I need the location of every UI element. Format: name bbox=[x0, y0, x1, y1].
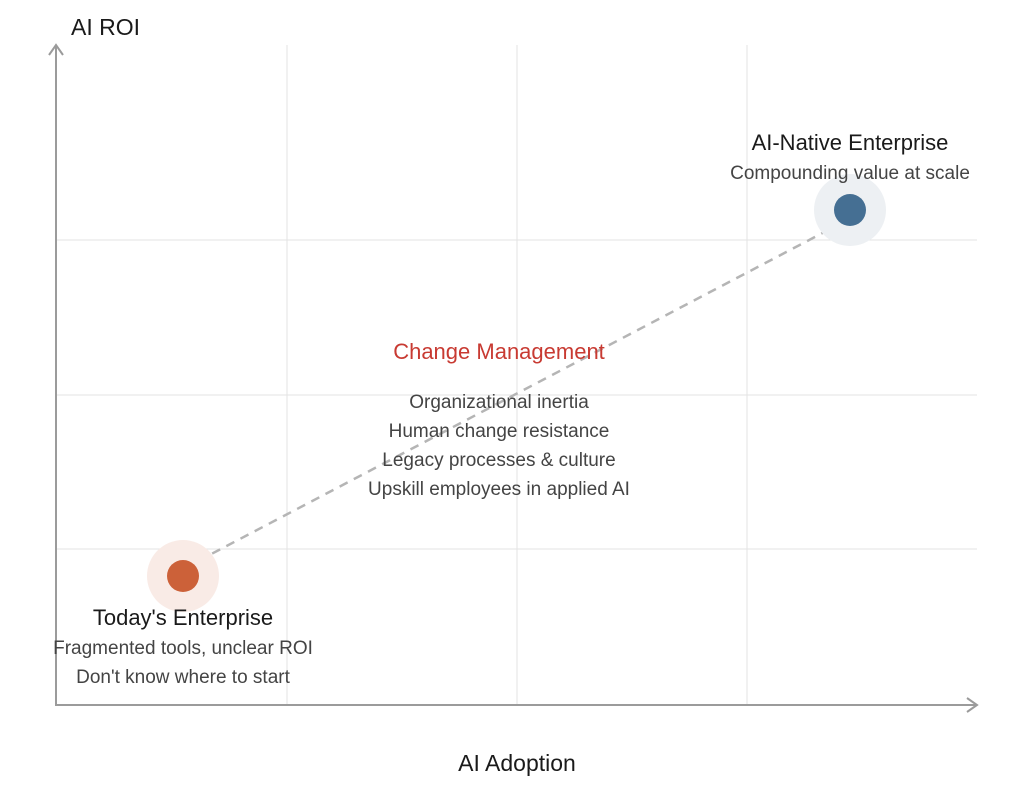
change-item: Upskill employees in applied AI bbox=[368, 479, 630, 500]
today-title: Today's Enterprise bbox=[92, 605, 274, 630]
progress-path bbox=[197, 226, 833, 563]
native-subtitle: Compounding value at scale bbox=[730, 163, 970, 184]
change-item: Organizational inertia bbox=[409, 392, 589, 413]
change-title: Change Management bbox=[393, 339, 605, 364]
change-item: Human change resistance bbox=[388, 421, 610, 442]
native-point bbox=[834, 194, 866, 226]
y-axis-arrow-icon bbox=[48, 43, 64, 56]
native-title: AI-Native Enterprise bbox=[751, 130, 949, 155]
change-item: Legacy processes & culture bbox=[382, 450, 616, 471]
y-axis-label: AI ROI bbox=[71, 14, 141, 40]
today-subtitle: Don't know where to start bbox=[76, 667, 290, 688]
today-subtitle: Fragmented tools, unclear ROI bbox=[53, 638, 313, 659]
x-axis-arrow-icon bbox=[966, 697, 979, 713]
today-point bbox=[167, 560, 199, 592]
x-axis-label: AI Adoption bbox=[458, 750, 576, 776]
